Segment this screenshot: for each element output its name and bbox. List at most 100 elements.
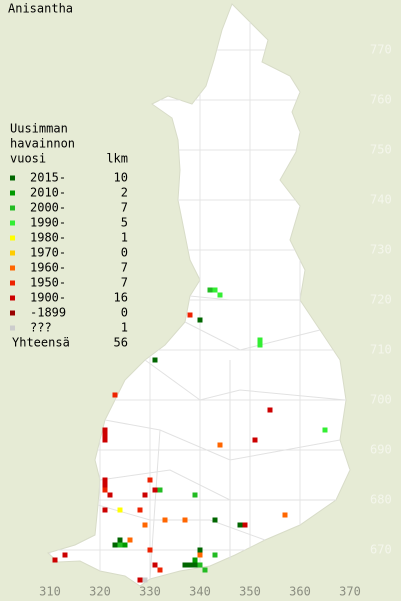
observation-square [252,437,258,443]
observation-square [152,487,158,493]
land [47,3,351,587]
legend-swatch [10,235,15,241]
observation-square [242,522,248,528]
observation-square [137,577,143,583]
legend-total: 56 [114,336,128,350]
observation-square [102,477,108,483]
legend-label: 2000- [30,201,66,215]
legend-count: 2 [121,186,128,200]
observation-square [127,537,133,543]
observation-square [237,522,243,528]
legend-label: 2010- [30,186,66,200]
x-tick-label: 310 [39,585,61,599]
observation-square [142,492,148,498]
legend-count: 10 [114,171,128,185]
legend-swatch [10,220,15,226]
y-tick-label: 690 [370,443,392,457]
y-tick-label: 700 [370,393,392,407]
legend-count: 5 [121,216,128,230]
observation-square [117,537,123,543]
observation-square [192,557,198,563]
legend-count: 7 [121,276,128,290]
legend-label: 1970- [30,246,66,260]
observation-square [112,392,118,398]
x-tick-label: 340 [189,585,211,599]
observation-square [107,492,113,498]
x-tick-label: 360 [289,585,311,599]
observation-square [187,562,193,568]
observation-square [162,517,168,523]
legend-heading: havainnon [10,137,75,151]
observation-square [212,517,218,523]
observation-square [257,342,263,348]
observation-square [207,287,213,293]
legend-heading: vuosi [10,152,46,166]
observation-square [182,517,188,523]
legend-swatch [10,250,15,256]
observation-square [102,432,108,438]
legend-swatch [10,295,15,301]
legend-label: -1899 [30,306,66,320]
observation-square [122,542,128,548]
y-tick-label: 720 [370,293,392,307]
legend-swatch [10,205,15,211]
observation-square [217,442,223,448]
x-tick-label: 330 [139,585,161,599]
observation-square [102,482,108,488]
y-tick-label: 670 [370,543,392,557]
y-tick-label: 710 [370,343,392,357]
observation-square [212,552,218,558]
observation-square [157,567,163,573]
legend-count: 16 [114,291,128,305]
observation-square [197,562,203,568]
legend-label: 2015- [30,171,66,185]
x-tick-label: 370 [339,585,361,599]
legend-count: 7 [121,201,128,215]
legend-label: 1980- [30,231,66,245]
observation-square [117,507,123,513]
observation-square [267,407,273,413]
observation-square [192,492,198,498]
observation-square [187,312,193,318]
observation-square [147,477,153,483]
observation-square [322,427,328,433]
y-tick-label: 770 [370,43,392,57]
region-borders [97,295,346,580]
legend-count: 1 [121,321,128,335]
observation-square [62,552,68,558]
observation-square [147,547,153,553]
observation-square [102,427,108,433]
legend-swatch [10,310,15,316]
observation-square [202,567,208,573]
y-tick-label: 680 [370,493,392,507]
observation-square [102,487,108,493]
observation-square [102,437,108,443]
observation-square [257,337,263,343]
observation-square [52,557,58,563]
map-title: Anisantha [8,2,73,16]
observation-square [142,522,148,528]
legend-swatch [10,280,15,286]
legend-label: 1900- [30,291,66,305]
observation-square [282,512,288,518]
observation-square [212,287,218,293]
observation-square [137,507,143,513]
legend-label: ??? [30,321,52,335]
legend-heading: Uusimman [10,122,68,136]
legend-count: 0 [121,306,128,320]
legend-count: 0 [121,246,128,260]
x-tick-label: 320 [89,585,111,599]
y-tick-label: 750 [370,143,392,157]
legend-swatch [10,325,15,331]
observation-square [152,562,158,568]
legend-count: 7 [121,261,128,275]
legend-swatch [10,175,15,181]
y-tick-label: 760 [370,93,392,107]
observation-square [157,487,163,493]
observation-square [197,547,203,553]
legend-label: 1960- [30,261,66,275]
observation-square [152,357,158,363]
legend-swatch [10,265,15,271]
